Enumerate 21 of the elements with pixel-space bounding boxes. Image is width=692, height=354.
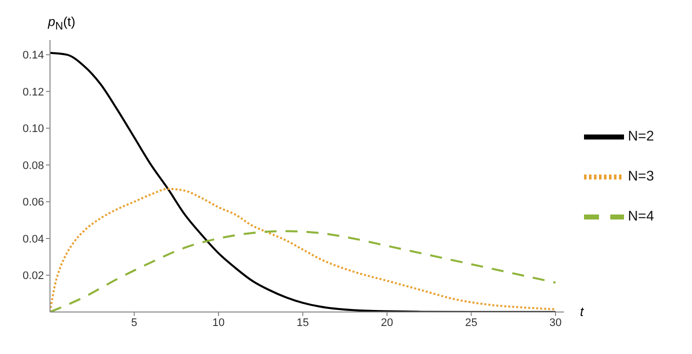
- x-tick-label: 15: [296, 316, 309, 329]
- y-tick-label: 0.04: [22, 233, 44, 246]
- y-axis-title: p$_{N}$(t): [48, 14, 76, 33]
- y-tick-label: 0.08: [22, 160, 44, 172]
- legend-label: N=4: [628, 208, 654, 224]
- y-tick-label: 0.12: [22, 86, 44, 98]
- x-tick-label: 20: [380, 316, 394, 329]
- x-tick-label: 25: [465, 316, 478, 329]
- x-tick-label: 5: [131, 316, 138, 329]
- y-tick-label: 0.14: [22, 50, 44, 62]
- y-tick-label: 0.02: [22, 270, 44, 282]
- line-series: [50, 230, 556, 312]
- legend-label: N=2: [628, 128, 654, 144]
- line-series: [50, 52, 556, 312]
- line-series: [50, 188, 556, 312]
- x-axis-title: t: [580, 304, 584, 319]
- y-tick-label: 0.10: [22, 123, 44, 136]
- legend-label: N=3: [628, 168, 654, 184]
- x-tick-label: 30: [549, 316, 562, 329]
- y-tick-label: 0.06: [22, 196, 44, 209]
- x-tick-label: 10: [212, 316, 225, 329]
